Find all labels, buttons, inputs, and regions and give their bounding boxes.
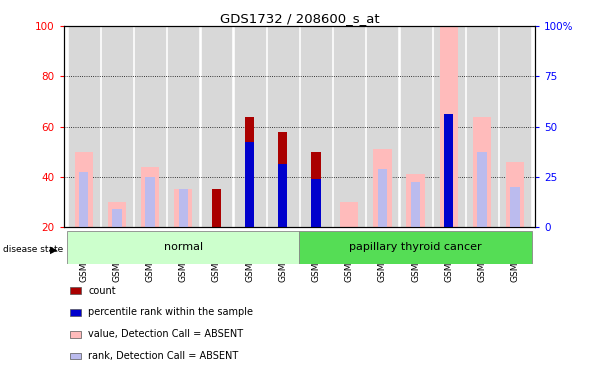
Bar [145,177,155,227]
Bar [473,117,491,227]
Bar [179,189,188,227]
Bar [434,26,464,227]
Bar [212,189,221,227]
Bar [378,169,387,227]
Bar [506,162,524,227]
Bar [245,117,254,227]
Bar [235,26,264,227]
Bar [401,26,430,227]
Bar [141,166,159,227]
Text: count: count [88,286,116,296]
Text: value, Detection Call = ABSENT: value, Detection Call = ABSENT [88,329,243,339]
Text: disease state: disease state [3,245,63,254]
Bar [79,172,88,227]
Bar [407,174,425,227]
Bar [440,26,458,227]
Bar [411,182,420,227]
Title: GDS1732 / 208600_s_at: GDS1732 / 208600_s_at [219,12,379,25]
Bar [334,26,364,227]
Bar [511,187,520,227]
Bar [278,164,288,227]
Bar [69,26,98,227]
Bar [477,152,486,227]
Text: normal: normal [164,243,203,252]
Bar [301,26,331,227]
Bar [201,26,232,227]
Text: rank, Detection Call = ABSENT: rank, Detection Call = ABSENT [88,351,238,361]
Bar [135,26,165,227]
Bar [444,114,454,227]
Bar [500,26,530,227]
Bar [311,179,320,227]
Bar [268,26,298,227]
Bar [112,209,122,227]
Bar [108,202,126,227]
Bar [311,152,320,227]
Bar [444,114,454,227]
Bar [278,132,288,227]
Bar [299,231,532,264]
Text: ▶: ▶ [50,244,57,254]
Bar [278,164,288,227]
Bar [373,149,392,227]
Bar [75,152,93,227]
Bar [102,26,132,227]
Bar [367,26,398,227]
Bar [174,189,192,227]
Bar [340,202,358,227]
Bar [67,231,299,264]
Bar [245,139,254,227]
Bar [467,26,497,227]
Bar [168,26,198,227]
Bar [245,142,254,227]
Text: percentile rank within the sample: percentile rank within the sample [88,308,253,317]
Text: papillary thyroid cancer: papillary thyroid cancer [349,243,482,252]
